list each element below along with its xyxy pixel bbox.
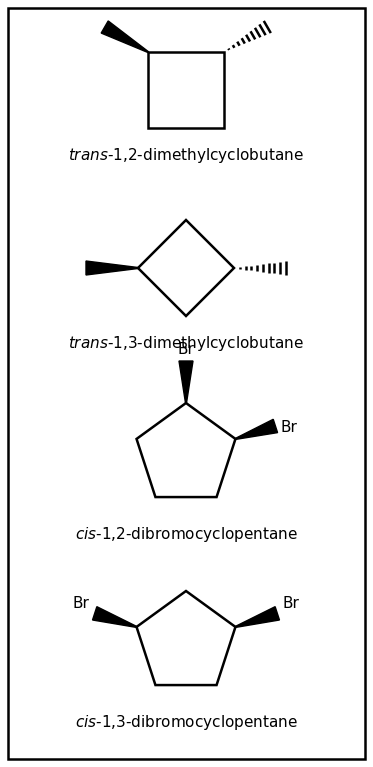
Polygon shape [101, 21, 148, 52]
Text: Br: Br [178, 342, 194, 357]
Polygon shape [235, 420, 278, 439]
Polygon shape [235, 607, 279, 627]
Text: Br: Br [73, 596, 90, 611]
Text: Br: Br [280, 420, 297, 436]
Text: $\it{trans}$-1,2-dimethylcyclobutane: $\it{trans}$-1,2-dimethylcyclobutane [68, 146, 304, 165]
Text: $\it{cis}$-1,2-dibromocyclopentane: $\it{cis}$-1,2-dibromocyclopentane [75, 525, 297, 544]
Text: $\it{cis}$-1,3-dibromocyclopentane: $\it{cis}$-1,3-dibromocyclopentane [75, 713, 297, 732]
Text: Br: Br [282, 596, 299, 611]
Polygon shape [179, 361, 193, 403]
Polygon shape [93, 607, 137, 627]
Polygon shape [86, 261, 138, 275]
Text: $\it{trans}$-1,3-dimethylcyclobutane: $\it{trans}$-1,3-dimethylcyclobutane [68, 334, 304, 353]
